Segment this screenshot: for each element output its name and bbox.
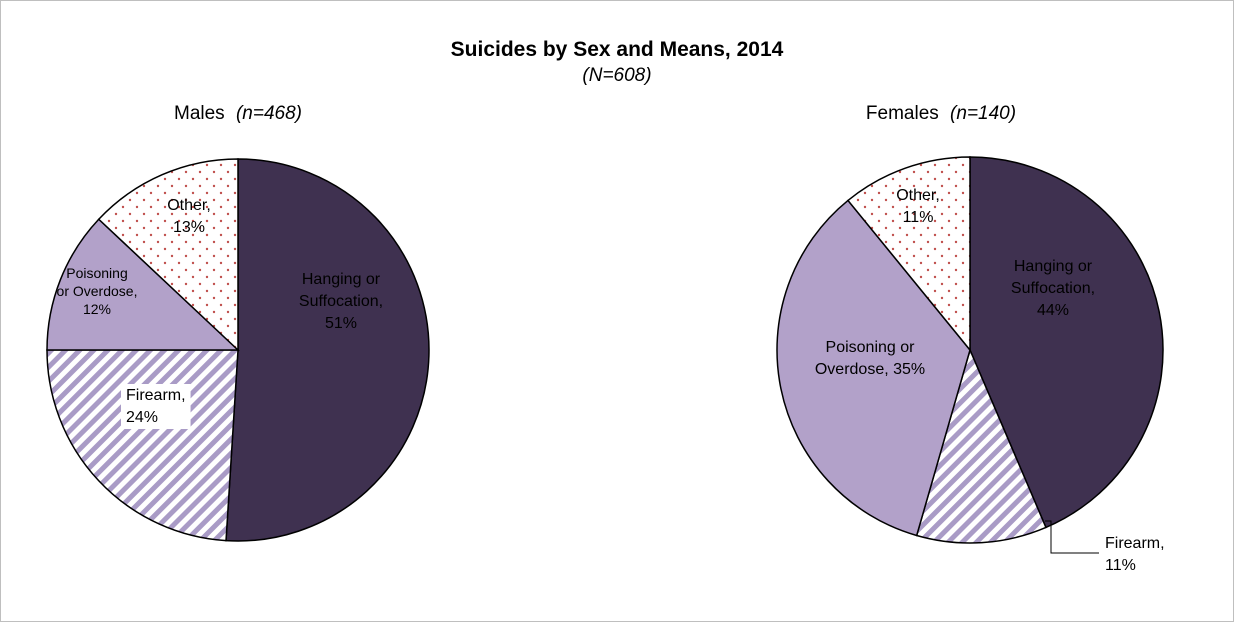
females-pie-count: (n=140)	[950, 103, 1016, 124]
males-other-label-line: Other,	[167, 197, 211, 214]
females-hanging-label-line: Suffocation,	[1011, 280, 1095, 297]
chart-title: Suicides by Sex and Means, 2014	[451, 38, 784, 61]
males-poisoning-label: Poisoning or Overdose, 12%	[57, 265, 138, 317]
males-pie-name: Males	[174, 103, 225, 124]
females-slice-hanging	[969, 156, 1164, 529]
chart-subtitle: (N=608)	[582, 65, 651, 86]
females-poisoning-label-line: Poisoning or	[826, 339, 916, 356]
females-slice-firearm	[915, 347, 1047, 544]
males-hanging-label-line: 51%	[325, 315, 357, 332]
males-firearm-label: Firearm, 24%	[126, 387, 186, 426]
females-firearm-label-line: 11%	[1105, 557, 1136, 574]
slice-labels: Hanging or Suffocation, 51% Firearm, 24% Pois…	[57, 187, 1165, 574]
males-slice-other	[97, 158, 239, 352]
males-other-label-line: 13%	[173, 219, 205, 236]
males-hanging-label-line: Suffocation,	[299, 293, 383, 310]
males-hanging-label-line: Hanging or	[302, 271, 381, 288]
females-slice-poisoning	[776, 199, 971, 537]
males-slice-poisoning	[46, 218, 240, 351]
females-firearm-label: Firearm, 11%	[1105, 535, 1165, 574]
males-firearm-label-line: Firearm,	[126, 387, 186, 404]
females-poisoning-label-line: Overdose, 35%	[815, 361, 925, 378]
females-firearm-leader-line	[1045, 520, 1099, 554]
females-hanging-label-line: Hanging or	[1014, 258, 1093, 275]
males-firearm-label-background	[121, 384, 191, 429]
males-slice-firearm	[46, 349, 239, 542]
males-firearm-label-line: 24%	[126, 409, 158, 426]
females-pie-title: Females (n=140)	[866, 103, 1016, 124]
females-poisoning-label: Poisoning or Overdose, 35%	[815, 339, 925, 378]
males-pie	[46, 158, 430, 542]
females-other-label: Other, 11%	[896, 187, 940, 226]
females-hanging-label-line: 44%	[1037, 302, 1069, 319]
females-other-label-line: 11%	[903, 209, 934, 226]
males-pie-count: (n=468)	[236, 103, 302, 124]
females-pie	[776, 156, 1164, 544]
females-slice-other	[846, 156, 971, 353]
males-other-label: Other, 13%	[167, 197, 211, 236]
females-hanging-label: Hanging or Suffocation, 44%	[1011, 258, 1095, 319]
males-pie-title: Males (n=468)	[174, 103, 302, 124]
males-poisoning-label-line: 12%	[83, 301, 111, 317]
males-slice-hanging	[225, 158, 430, 542]
males-hanging-label: Hanging or Suffocation, 51%	[299, 271, 383, 332]
females-firearm-label-line: Firearm,	[1105, 535, 1165, 552]
females-pie-name: Females	[866, 103, 939, 124]
males-poisoning-label-line: or Overdose,	[57, 283, 138, 299]
females-other-label-line: Other,	[896, 187, 940, 204]
males-poisoning-label-line: Poisoning	[66, 265, 128, 281]
